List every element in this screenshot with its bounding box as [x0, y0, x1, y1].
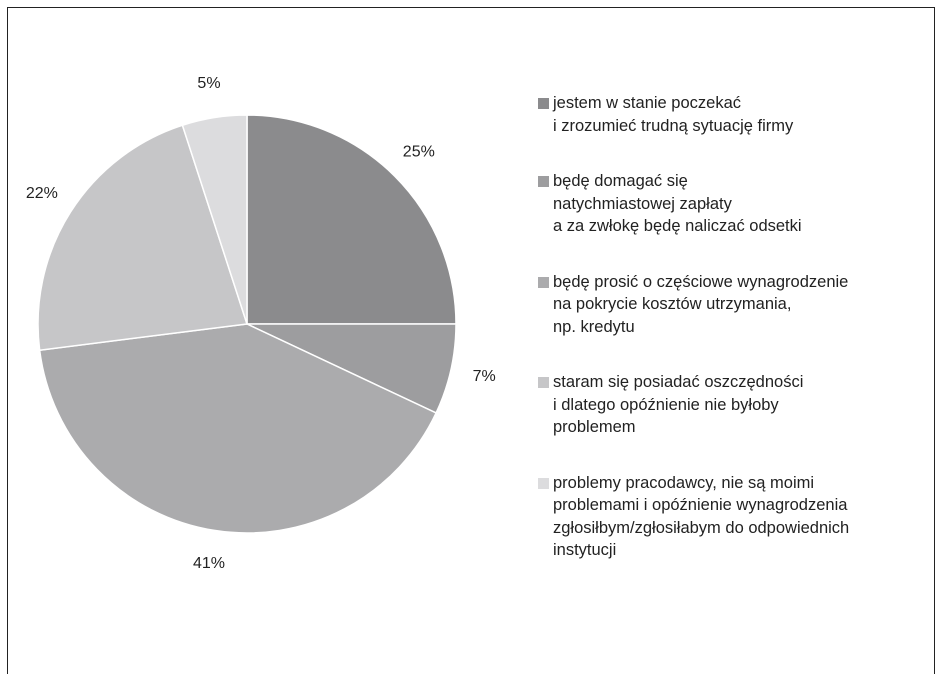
frame	[7, 7, 935, 674]
legend-entry: jestem w stanie poczekać i zrozumieć tru…	[538, 92, 928, 137]
pie-slice	[181, 114, 248, 325]
legend-swatch	[538, 276, 549, 288]
legend-entry: staram się posiadać oszczędności i dlate…	[538, 371, 928, 439]
legend-entry: będę domagać się natychmiastowej zapłaty…	[538, 170, 928, 238]
data-label: 7%	[473, 368, 496, 385]
legend-swatch	[538, 176, 549, 187]
legend-entry: problemy pracodawcy, nie są moimi proble…	[538, 472, 928, 562]
legend-label: problemy pracodawcy, nie są moimi proble…	[553, 473, 850, 560]
data-label: 5%	[197, 75, 220, 92]
legend-label: staram się posiadać oszczędności i dlate…	[553, 373, 804, 436]
legend-label: jestem w stanie poczekać i zrozumieć tru…	[553, 94, 794, 135]
data-label: 41%	[193, 555, 225, 572]
legend-entry: będę prosić o częściowe wynagrodzenie na…	[538, 271, 928, 339]
legend: jestem w stanie poczekać i zrozumieć tru…	[538, 92, 928, 595]
data-label: 22%	[26, 185, 58, 202]
data-label: 25%	[403, 143, 435, 160]
legend-swatch	[538, 477, 549, 489]
pie-slice	[37, 124, 248, 352]
legend-label: będę prosić o częściowe wynagrodzenie na…	[553, 272, 849, 336]
pie-slice	[246, 114, 457, 325]
legend-swatch	[538, 98, 549, 109]
legend-swatch	[538, 377, 549, 388]
legend-label: będę domagać się natychmiastowej zapłaty…	[553, 172, 802, 235]
pie-slice	[38, 323, 438, 534]
